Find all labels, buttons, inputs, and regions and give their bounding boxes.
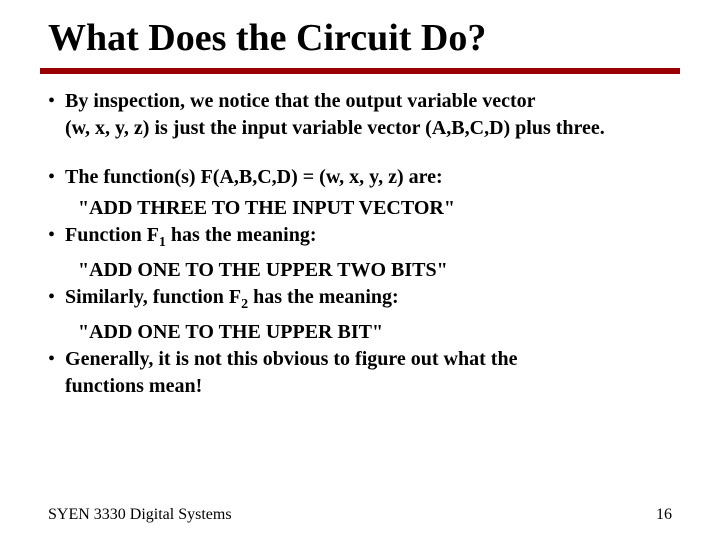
bullet1-line1: By inspection, we notice that the output… — [65, 90, 536, 112]
bullet-item-1: • By inspection, we notice that the outp… — [48, 88, 680, 142]
bullet5-text: Generally, it is not this obvious to fig… — [65, 346, 517, 400]
bullet3-text: Function F1 has the meaning: — [65, 222, 316, 253]
bullet4-prefix: Similarly, function F — [65, 286, 241, 308]
slide-footer: SYEN 3330 Digital Systems 16 — [48, 506, 672, 524]
bullet3-suffix: has the meaning: — [166, 224, 317, 246]
bullet-item-2: • The function(s) F(A,B,C,D) = (w, x, y,… — [48, 164, 680, 191]
footer-left: SYEN 3330 Digital Systems — [48, 506, 232, 524]
bullet1-line2: (w, x, y, z) is just the input variable … — [65, 117, 605, 139]
bullet2-text: The function(s) F(A,B,C,D) = (w, x, y, z… — [65, 164, 443, 191]
bullet-dot: • — [48, 222, 55, 248]
bullet3-prefix: Function F — [65, 224, 159, 246]
bullet4-suffix: has the meaning: — [248, 286, 399, 308]
bullet-item-5: • Generally, it is not this obvious to f… — [48, 346, 680, 400]
bullet-dot: • — [48, 346, 55, 372]
bullet3-sub: "ADD ONE TO THE UPPER TWO BITS" — [48, 257, 680, 284]
bullet4-sub: "ADD ONE TO THE UPPER BIT" — [48, 319, 680, 346]
bullet-text: By inspection, we notice that the output… — [65, 88, 605, 142]
bullet5-line1: Generally, it is not this obvious to fig… — [65, 348, 517, 370]
slide-container: What Does the Circuit Do? • By inspectio… — [0, 0, 720, 540]
bullet-dot: • — [48, 88, 55, 114]
bullet-dot: • — [48, 164, 55, 190]
bullet-item-4: • Similarly, function F2 has the meaning… — [48, 284, 680, 315]
bullet-dot: • — [48, 284, 55, 310]
slide-title: What Does the Circuit Do? — [40, 16, 680, 60]
bullet3-subscript: 1 — [159, 235, 166, 250]
bullet4-text: Similarly, function F2 has the meaning: — [65, 284, 399, 315]
slide-body: • By inspection, we notice that the outp… — [40, 88, 680, 400]
bullet2-sub: "ADD THREE TO THE INPUT VECTOR" — [48, 195, 680, 222]
bullet-item-3: • Function F1 has the meaning: — [48, 222, 680, 253]
page-number: 16 — [656, 506, 672, 524]
title-underline — [40, 68, 680, 74]
bullet5-line2: functions mean! — [65, 375, 202, 397]
